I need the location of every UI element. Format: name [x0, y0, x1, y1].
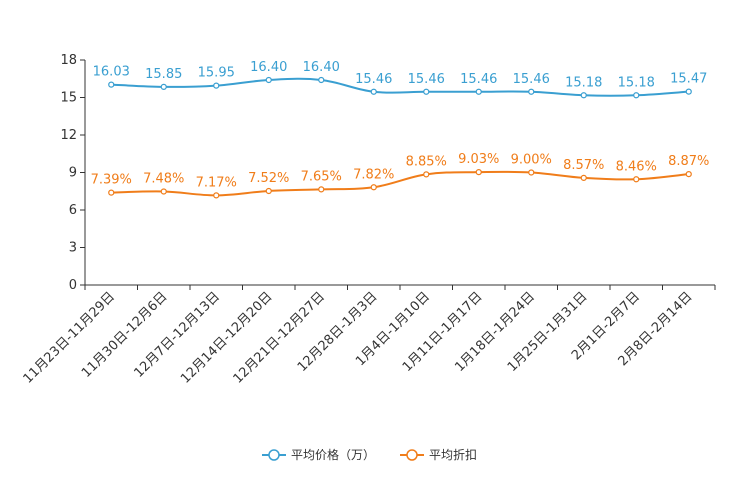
y-tick-label: 3 — [69, 241, 77, 256]
data-label: 16.40 — [250, 60, 287, 75]
series-avg-discount: 7.39% 7.48% 7.17% 7.52% 7.65% 7.82% 8.85% 9.03%… — [91, 152, 709, 199]
y-tick-label: 6 — [69, 203, 77, 218]
data-label: 8.85% — [406, 154, 447, 169]
data-label: 9.03% — [458, 152, 499, 167]
data-label: 8.87% — [668, 154, 709, 169]
legend-item-avg-price[interactable]: 平均价格（万） — [262, 447, 375, 462]
data-point[interactable] — [265, 76, 272, 84]
series-group: 16.03 15.85 15.95 16.40 16.40 15.46 15.46 15.46… — [91, 60, 709, 199]
y-tick-label: 18 — [60, 53, 77, 68]
series-line — [111, 170, 689, 197]
series-line — [111, 77, 689, 97]
data-label: 7.82% — [353, 167, 394, 182]
data-point[interactable] — [265, 187, 272, 195]
data-point[interactable] — [633, 92, 640, 99]
y-tick-label: 15 — [60, 91, 77, 106]
data-label: 15.18 — [565, 75, 602, 90]
data-point[interactable] — [370, 88, 377, 95]
data-point[interactable] — [160, 83, 167, 90]
data-label: 7.39% — [91, 173, 132, 188]
data-label: 8.57% — [563, 158, 604, 173]
data-point[interactable] — [318, 76, 325, 84]
data-point[interactable] — [580, 174, 587, 181]
data-point[interactable] — [475, 88, 482, 95]
legend-item-avg-discount[interactable]: 平均折扣 — [400, 447, 477, 462]
data-label: 7.17% — [196, 175, 237, 190]
data-point[interactable] — [528, 169, 535, 176]
data-label: 16.40 — [303, 60, 340, 75]
data-point[interactable] — [213, 82, 220, 89]
y-tick-label: 0 — [69, 278, 77, 293]
data-point[interactable] — [423, 171, 430, 178]
data-label: 15.85 — [145, 67, 182, 82]
data-point[interactable] — [633, 176, 640, 183]
data-label: 15.18 — [618, 75, 655, 90]
data-point[interactable] — [108, 81, 115, 88]
data-label: 9.00% — [511, 153, 552, 168]
data-label: 8.46% — [616, 159, 657, 174]
data-label: 16.03 — [93, 65, 130, 80]
data-point[interactable] — [160, 188, 167, 195]
legend[interactable]: 平均价格（万） 平均折扣 — [262, 447, 477, 462]
data-label: 7.52% — [248, 171, 289, 186]
data-point[interactable] — [213, 192, 220, 199]
y-tick-label: 12 — [60, 128, 77, 143]
data-point[interactable] — [475, 169, 482, 176]
data-label: 15.46 — [408, 72, 445, 87]
data-point[interactable] — [423, 88, 430, 95]
data-label: 7.48% — [143, 172, 184, 187]
data-label: 15.46 — [513, 72, 550, 87]
data-label: 15.47 — [670, 72, 707, 87]
legend-marker-icon — [268, 449, 280, 461]
legend-label: 平均价格（万） — [291, 447, 375, 462]
legend-marker-icon — [406, 449, 418, 461]
legend-label: 平均折扣 — [429, 447, 477, 462]
data-point[interactable] — [108, 189, 115, 196]
data-label: 15.95 — [198, 66, 235, 81]
x-tick-label: 11月23日-11月29日 — [21, 289, 118, 386]
data-label: 15.46 — [355, 72, 392, 87]
data-point[interactable] — [318, 186, 325, 193]
data-point[interactable] — [685, 171, 692, 178]
axes: 036912151811月23日-11月29日11月30日-12月6日12月7日… — [21, 53, 716, 387]
x-tick-label: 12月14日-12月20日 — [178, 289, 275, 386]
data-label: 15.46 — [460, 72, 497, 87]
series-avg-price: 16.03 15.85 15.95 16.40 16.40 15.46 15.46 15.46… — [93, 60, 707, 99]
data-point[interactable] — [370, 184, 377, 191]
data-point[interactable] — [528, 88, 535, 95]
x-tick-label: 12月21日-12月27日 — [231, 289, 328, 386]
data-point[interactable] — [685, 88, 692, 95]
data-point[interactable] — [580, 92, 587, 99]
data-label: 7.65% — [301, 169, 342, 184]
y-tick-label: 9 — [69, 166, 77, 181]
